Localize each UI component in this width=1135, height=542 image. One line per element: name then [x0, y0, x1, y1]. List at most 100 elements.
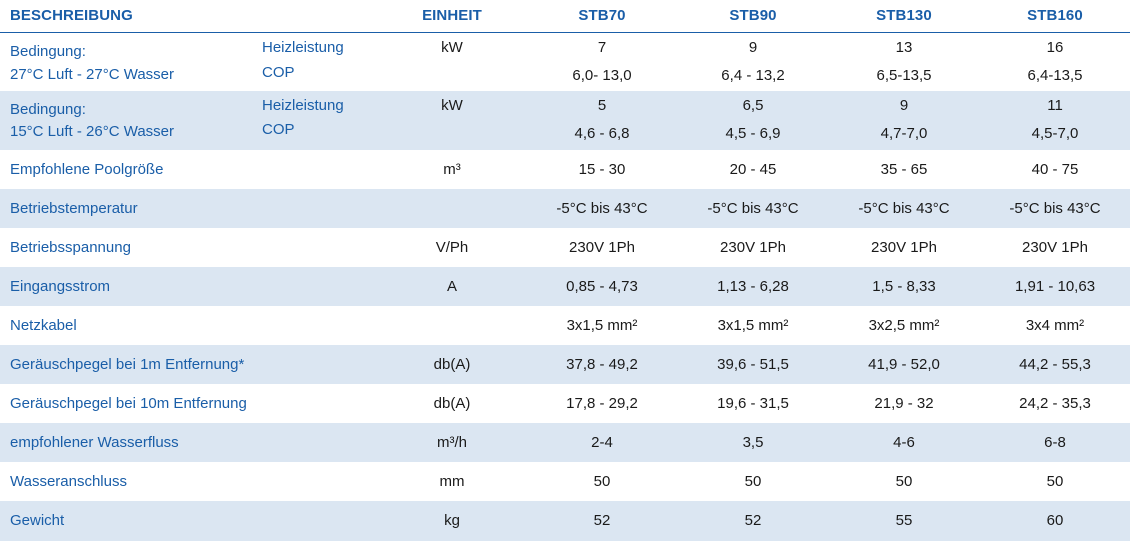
table-row: Netzkabel 3x1,5 mm² 3x1,5 mm² 3x2,5 mm² … — [0, 306, 1130, 345]
row-unit: m³ — [443, 161, 461, 178]
row-value: 60 — [1046, 512, 1064, 529]
table-row: Geräuschpegel bei 10m Entfernung db(A) 1… — [0, 384, 1130, 423]
header-einheit: EINHEIT — [422, 7, 482, 24]
row-unit: V/Ph — [435, 239, 469, 256]
row-value: 41,9 - 52,0 — [868, 356, 940, 373]
row-unit: db(A) — [433, 356, 471, 373]
row-value: -5°C bis 43°C — [1009, 200, 1101, 217]
row-value: 16 — [1046, 39, 1064, 56]
row-value: 6,4 - 13,2 — [721, 67, 785, 84]
row-value: -5°C bis 43°C — [556, 200, 648, 217]
table-row: Empfohlene Poolgröße m³ 15 - 30 20 - 45 … — [0, 150, 1130, 189]
row-value: 55 — [895, 512, 913, 529]
row-value: 3x4 mm² — [1025, 317, 1085, 334]
table-row: empfohlener Wasserfluss m³/h 2-4 3,5 4-6… — [0, 423, 1130, 462]
row-value: 50 — [895, 473, 913, 490]
row-label: Netzkabel — [10, 317, 77, 334]
row-label: 27°C Luft - 27°C Wasser — [10, 66, 174, 83]
row-value: 6,0- 13,0 — [572, 67, 632, 84]
row-value: 9 — [899, 97, 909, 114]
row-sublabel: COP — [262, 121, 295, 138]
row-unit: A — [446, 278, 458, 295]
row-value: 1,13 - 6,28 — [717, 278, 789, 295]
row-value: 3x1,5 mm² — [717, 317, 789, 334]
row-value: 50 — [593, 473, 611, 490]
row-unit: m³/h — [437, 434, 467, 451]
row-value: 0,85 - 4,73 — [566, 278, 638, 295]
header-model-4: STB160 — [1027, 7, 1083, 24]
row-label: Wasseranschluss — [10, 473, 127, 490]
table-row: Betriebstemperatur -5°C bis 43°C -5°C bi… — [0, 189, 1130, 228]
row-value: 230V 1Ph — [569, 239, 635, 256]
row-value: 230V 1Ph — [720, 239, 786, 256]
header-beschreibung: BESCHREIBUNG — [10, 7, 133, 24]
row-value: 6,4-13,5 — [1027, 67, 1083, 84]
table-row: Wasseranschluss mm 50 50 50 50 — [0, 462, 1130, 501]
row-value: 3x2,5 mm² — [868, 317, 940, 334]
row-label: Eingangsstrom — [10, 278, 111, 295]
row-value: 3x1,5 mm² — [566, 317, 638, 334]
row-sublabel: Heizleistung — [262, 39, 344, 56]
row-value: 20 - 45 — [729, 161, 777, 178]
row-unit: kg — [444, 512, 460, 529]
row-value: 50 — [744, 473, 762, 490]
row-value: 13 — [895, 39, 913, 56]
row-value: 40 - 75 — [1031, 161, 1079, 178]
row-value: 39,6 - 51,5 — [717, 356, 789, 373]
row-value: 21,9 - 32 — [874, 395, 934, 412]
row-value: 35 - 65 — [880, 161, 928, 178]
row-unit: mm — [439, 473, 465, 490]
row-value: -5°C bis 43°C — [858, 200, 950, 217]
row-label: Bedingung: — [10, 101, 86, 118]
row-label: Betriebsspannung — [10, 239, 131, 256]
row-unit: kW — [441, 97, 463, 114]
row-sublabel: Heizleistung — [262, 97, 344, 114]
row-value: 6,5-13,5 — [876, 67, 932, 84]
row-value: 6-8 — [1044, 434, 1066, 451]
row-unit: kW — [441, 39, 463, 56]
row-label: Empfohlene Poolgröße — [10, 161, 164, 178]
row-value: 1,91 - 10,63 — [1014, 278, 1096, 295]
row-value: 4,7-7,0 — [880, 125, 928, 142]
table-row: Betriebsspannung V/Ph 230V 1Ph 230V 1Ph … — [0, 228, 1130, 267]
table-row: Bedingung: 15°C Luft - 26°C Wasser Heizl… — [0, 91, 1130, 150]
row-label: Bedingung: — [10, 43, 86, 60]
table-row: Eingangsstrom A 0,85 - 4,73 1,13 - 6,28 … — [0, 267, 1130, 306]
table-row: Gewicht kg 52 52 55 60 — [0, 501, 1130, 541]
row-value: 44,2 - 55,3 — [1019, 356, 1091, 373]
table-row: Bedingung: 27°C Luft - 27°C Wasser Heizl… — [0, 33, 1130, 91]
row-value: -5°C bis 43°C — [707, 200, 799, 217]
row-value: 5 — [597, 97, 607, 114]
row-value: 4,5-7,0 — [1031, 125, 1079, 142]
row-value: 52 — [593, 512, 611, 529]
row-value: 19,6 - 31,5 — [717, 395, 789, 412]
row-value: 9 — [748, 39, 758, 56]
row-value: 1,5 - 8,33 — [872, 278, 936, 295]
row-label: empfohlener Wasserfluss — [10, 434, 179, 451]
row-label: 15°C Luft - 26°C Wasser — [10, 123, 174, 140]
row-label: Geräuschpegel bei 10m Entfernung — [10, 395, 247, 412]
header-model-3: STB130 — [876, 7, 932, 24]
row-unit: db(A) — [433, 395, 471, 412]
row-value: 2-4 — [591, 434, 613, 451]
row-value: 230V 1Ph — [871, 239, 937, 256]
table-header: BESCHREIBUNG EINHEIT STB70 STB90 STB130 … — [0, 0, 1130, 33]
row-value: 4,5 - 6,9 — [725, 125, 781, 142]
row-value: 50 — [1046, 473, 1064, 490]
row-value: 4-6 — [893, 434, 915, 451]
row-value: 24,2 - 35,3 — [1019, 395, 1091, 412]
row-value: 6,5 — [742, 97, 764, 114]
row-sublabel: COP — [262, 64, 295, 81]
row-label: Gewicht — [10, 512, 65, 529]
row-value: 230V 1Ph — [1022, 239, 1088, 256]
row-value: 7 — [597, 39, 607, 56]
row-label: Betriebstemperatur — [10, 200, 138, 217]
table-row: Geräuschpegel bei 1m Entfernung* db(A) 3… — [0, 345, 1130, 384]
row-value: 15 - 30 — [578, 161, 626, 178]
row-label: Geräuschpegel bei 1m Entfernung* — [10, 356, 245, 373]
header-model-2: STB90 — [729, 7, 777, 24]
row-value: 37,8 - 49,2 — [566, 356, 638, 373]
row-value: 4,6 - 6,8 — [574, 125, 630, 142]
row-value: 3,5 — [742, 434, 764, 451]
